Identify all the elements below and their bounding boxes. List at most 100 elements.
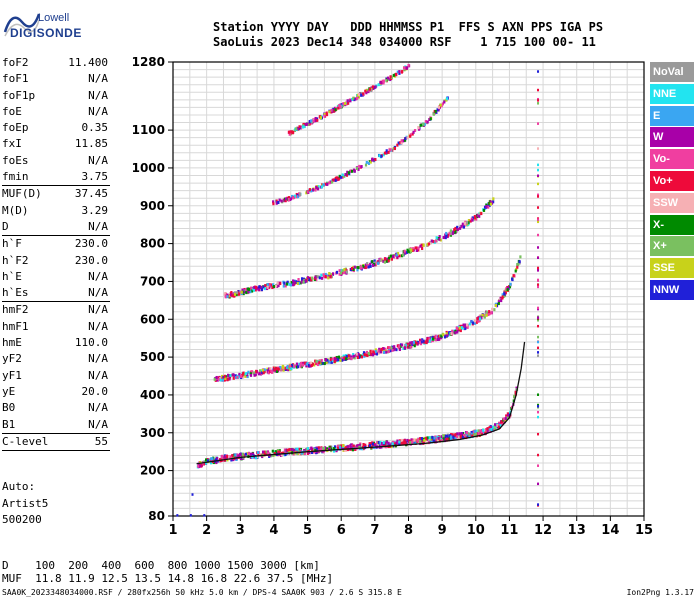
echo-point <box>479 433 482 437</box>
echo-point <box>270 283 273 287</box>
echo-point <box>293 194 297 198</box>
echo-point <box>256 450 260 454</box>
echo-point <box>492 425 495 429</box>
param-label: foEp <box>2 121 29 135</box>
echo-point <box>333 445 337 449</box>
echo-point <box>432 112 435 116</box>
y-tick-label: 200 <box>140 464 165 478</box>
echo-point <box>455 435 458 439</box>
echo-point <box>322 183 325 187</box>
echo-point <box>412 247 415 251</box>
echo-point <box>497 300 500 304</box>
echo-point <box>222 456 225 460</box>
parameter-panel: foF2 11.400 foF1 N/A foF1p N/A foE N/A foEp 0.35 f… <box>2 55 110 452</box>
echo-point <box>409 250 412 254</box>
echo-point <box>308 363 311 367</box>
echo-point <box>537 279 540 282</box>
echo-point <box>314 448 317 452</box>
echo-point <box>353 97 356 101</box>
echo-point <box>312 119 315 123</box>
echo-point <box>537 218 540 221</box>
echo-point <box>506 416 509 420</box>
echo-point <box>477 429 480 433</box>
auto-label: Auto: <box>2 480 36 493</box>
echo-point <box>388 346 391 350</box>
echo-point <box>306 276 309 280</box>
echo-point <box>356 96 359 100</box>
echo-point <box>419 244 422 248</box>
echo-point <box>434 338 437 342</box>
echo-point <box>460 224 463 228</box>
echo-point <box>406 345 409 349</box>
echo-point <box>352 96 355 100</box>
echo-point <box>249 290 252 294</box>
echo-point <box>400 254 404 258</box>
echo-point <box>288 366 291 370</box>
echo-point <box>471 321 475 325</box>
echo-point <box>319 447 323 451</box>
echo-point <box>357 444 360 448</box>
echo-point <box>445 97 449 101</box>
echo-point <box>226 293 229 297</box>
y-tick-label: 800 <box>140 237 165 251</box>
param-value: N/A <box>88 219 108 233</box>
echo-point <box>497 425 500 429</box>
echo-point <box>382 347 385 351</box>
echo-point <box>206 459 210 463</box>
echo-point <box>352 352 355 356</box>
echo-point <box>290 363 294 367</box>
echo-point <box>395 72 398 76</box>
echo-point <box>283 448 287 452</box>
echo-point <box>356 355 359 359</box>
echo-point <box>449 436 453 440</box>
echo-point <box>349 445 352 449</box>
echo-point <box>288 282 291 286</box>
echo-point <box>241 288 244 292</box>
echo-point <box>219 378 222 382</box>
echo-point <box>440 334 443 338</box>
echo-point <box>269 367 272 371</box>
echo-point <box>440 438 444 442</box>
echo-point <box>393 147 397 151</box>
echo-point <box>537 220 540 224</box>
echo-point <box>335 176 338 180</box>
echo-point <box>386 257 389 261</box>
echo-point <box>331 272 335 276</box>
echo-point <box>360 93 363 97</box>
x-tick-label: 1 <box>168 523 177 538</box>
echo-point <box>471 218 474 222</box>
echo-point <box>325 360 328 364</box>
echo-point <box>303 452 306 456</box>
echo-point <box>443 100 446 104</box>
echo-point <box>290 281 293 285</box>
echo-point <box>334 178 337 182</box>
echo-point <box>438 237 441 241</box>
echo-point <box>344 173 347 177</box>
echo-point <box>403 346 406 350</box>
echo-point <box>391 442 394 446</box>
echo-point <box>308 119 311 123</box>
echo-point <box>284 197 288 201</box>
echo-point <box>277 284 280 288</box>
echo-point <box>296 195 300 199</box>
echo-point <box>512 274 515 278</box>
param-value: N/A <box>88 88 108 102</box>
echo-point <box>295 195 298 199</box>
echo-point <box>421 246 424 250</box>
echo-point <box>316 362 319 366</box>
echo-point <box>328 181 331 185</box>
echo-point <box>335 355 338 359</box>
logo-brand: Lowell <box>38 12 70 24</box>
echo-point <box>223 374 226 378</box>
param-value: 11.85 <box>74 137 108 151</box>
auto-artist: Artist5 <box>2 496 49 510</box>
echo-point <box>382 79 385 83</box>
echo-point <box>383 350 386 354</box>
echo-point <box>263 452 266 456</box>
logo-product: DIGISONDE <box>10 26 82 40</box>
echo-point <box>324 274 327 278</box>
echo-point <box>427 242 431 246</box>
echo-point <box>221 374 224 378</box>
param-row: yF1 N/A <box>2 368 110 384</box>
